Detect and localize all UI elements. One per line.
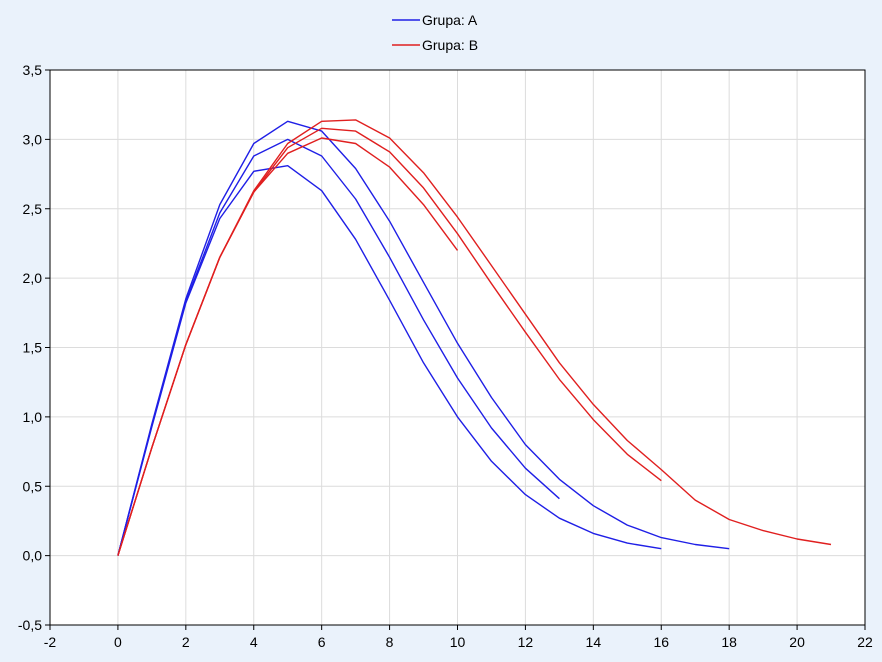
axis-ticks: -2 0 2 4 6 8 10 12 14 16 18 20 22 -0,5 0,0 0,5 1,0 1,5 2,0… [18,62,873,650]
x-tick-label: 12 [518,634,534,650]
x-tick-label: 8 [386,634,394,650]
plot-frame [49,69,866,626]
y-tick-label: 0,0 [23,548,43,564]
grid-lines [50,70,865,625]
x-tick-label: 16 [653,634,669,650]
y-tick-label: 3,0 [23,131,43,147]
y-tick-label: 0,5 [23,478,43,494]
x-tick-label: 20 [789,634,805,650]
series-line-group-a-3 [117,120,730,556]
x-tick-label: 10 [450,634,466,650]
x-tick-label: 0 [114,634,122,650]
legend-label-group-a: Grupa: A [422,12,478,28]
series-line-group-a-1 [117,164,662,556]
series-lines [117,119,832,556]
x-tick-label: 4 [250,634,258,650]
x-tick-label: 22 [857,634,873,650]
x-tick-label: 18 [721,634,737,650]
y-tick-label: 1,0 [23,409,43,425]
x-tick-label: -2 [44,634,57,650]
y-tick-label: 2,5 [23,201,43,217]
legend-label-group-b: Grupa: B [422,37,478,53]
y-tick-label: 2,0 [23,270,43,286]
x-tick-label: 2 [182,634,190,650]
series-line-group-b-6 [117,119,832,556]
y-tick-label: 3,5 [23,62,43,78]
x-tick-label: 6 [318,634,326,650]
series-line-group-a-2 [117,138,560,556]
x-tick-label: 14 [586,634,602,650]
y-tick-label: -0,5 [18,617,42,633]
y-tick-label: 1,5 [23,340,43,356]
legend: Grupa: A Grupa: B [392,12,478,53]
